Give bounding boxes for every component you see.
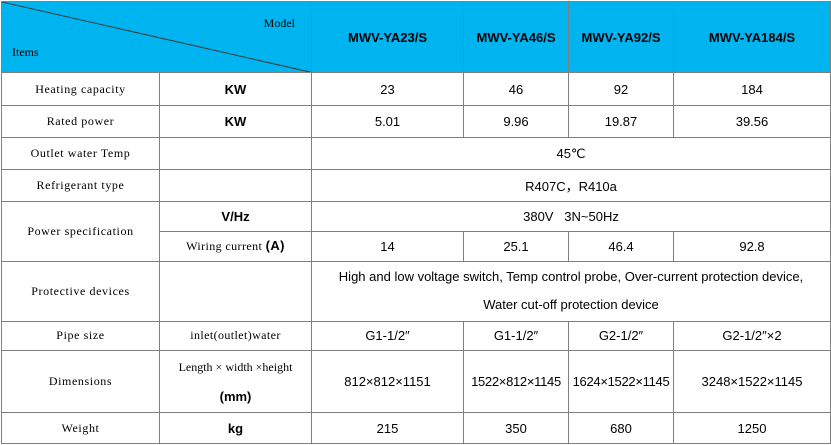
value-cell: 3248×1522×1145: [673, 350, 831, 414]
unit-cell: Length × width ×height (mm): [159, 350, 312, 414]
row-label: Weight: [1, 412, 160, 444]
value-cell: 812×812×1151: [311, 350, 464, 414]
dimensions-row: Dimensions Length × width ×height (mm) 81…: [1, 350, 831, 414]
protective-line: High and low voltage switch, Temp contro…: [338, 269, 804, 285]
unit-cell: Wiring current (A): [159, 231, 312, 262]
value-cell: 14: [311, 231, 464, 262]
value-cell: 350: [463, 412, 569, 444]
header-row: Model Items MWV-YA23/S MWV-YA46/S MWV-YA…: [1, 0, 831, 74]
dimensions-unit-mm: (mm): [162, 382, 309, 412]
model-column-header: MWV-YA46/S: [463, 0, 569, 74]
value-cell: R407C，R410a: [311, 169, 831, 202]
unit-cell-empty: [159, 137, 312, 170]
items-header-label: Items: [12, 45, 39, 60]
corner-header-cell: Model Items: [1, 0, 312, 74]
value-cell: 184: [673, 72, 831, 106]
row-label: Heating capacity: [1, 72, 160, 106]
value-cell: 46: [463, 72, 569, 106]
outlet-water-temp-row: Outlet water Temp 45℃: [1, 137, 831, 170]
dimensions-unit-line: Length × width ×height: [178, 359, 293, 374]
value-cell: 1250: [673, 412, 831, 444]
model-column-header: MWV-YA23/S: [311, 0, 464, 74]
unit-cell-empty: [159, 260, 312, 322]
unit-cell: V/Hz: [159, 200, 312, 233]
power-spec-current-row: Wiring current (A) 14 25.1 46.4 92.8: [2, 231, 831, 262]
value-cell: 215: [311, 412, 464, 444]
dimensions-unit-mm-text: (mm): [219, 388, 252, 404]
protective-devices-row: Protective devices High and low voltage …: [1, 260, 831, 322]
value-cell: 39.56: [673, 104, 831, 139]
wiring-current-label: Wiring current: [186, 239, 266, 254]
value-cell: G2-1/2″: [568, 320, 674, 352]
unit-cell: KW: [159, 72, 312, 106]
value-cell: 46.4: [568, 231, 674, 262]
value-cell: 1522×812×1145: [463, 350, 569, 414]
value-cell: G1-1/2″: [463, 320, 569, 352]
model-column-header: MWV-YA184/S: [673, 0, 831, 74]
value-cell: 92.8: [673, 231, 831, 262]
value-cell: 19.87: [568, 104, 674, 139]
refrigerant-type-row: Refrigerant type R407C，R410a: [1, 169, 831, 202]
row-label: Outlet water Temp: [1, 137, 160, 170]
row-label: Power specification: [1, 200, 160, 262]
value-cell: 23: [311, 72, 464, 106]
unit-cell-empty: [159, 169, 312, 202]
wiring-current-unit: (A): [265, 238, 285, 254]
value-cell: 680: [568, 412, 674, 444]
row-label: Rated power: [1, 104, 160, 139]
model-header-label: Model: [263, 16, 295, 30]
value-cell: 9.96: [463, 104, 569, 139]
power-spec-voltage-row: Power specification V/Hz 380V 3N~50Hz: [1, 200, 831, 262]
value-cell: 380V 3N~50Hz: [311, 200, 831, 233]
row-label: Refrigerant type: [1, 169, 160, 202]
value-cell: 1624×1522×1145: [568, 350, 674, 414]
unit-cell: KW: [159, 104, 312, 139]
row-label: Pipe size: [1, 320, 160, 352]
value-cell: 45℃: [311, 137, 831, 170]
value-cell: High and low voltage switch, Temp contro…: [311, 260, 831, 322]
unit-cell: inlet(outlet)water: [159, 320, 312, 352]
diagonal-divider: [2, 2, 311, 72]
rated-power-row: Rated power KW 5.01 9.96 19.87 39.56: [1, 104, 831, 139]
weight-row: Weight kg 215 350 680 1250: [1, 412, 831, 444]
value-cell: G2-1/2″×2: [673, 320, 831, 352]
value-cell: 25.1: [463, 231, 569, 262]
model-column-header: MWV-YA92/S: [568, 0, 674, 74]
row-label: Protective devices: [1, 260, 160, 322]
value-cell: 5.01: [311, 104, 464, 139]
protective-line: Water cut-off protection device: [483, 297, 659, 313]
heating-capacity-row: Heating capacity KW 23 46 92 184: [1, 72, 831, 106]
pipe-size-row: Pipe size inlet(outlet)water G1-1/2″ G1-…: [1, 320, 831, 352]
value-cell: G1-1/2″: [311, 320, 464, 352]
row-label: Dimensions: [1, 350, 160, 414]
value-cell: 92: [568, 72, 674, 106]
unit-cell: kg: [159, 412, 312, 444]
